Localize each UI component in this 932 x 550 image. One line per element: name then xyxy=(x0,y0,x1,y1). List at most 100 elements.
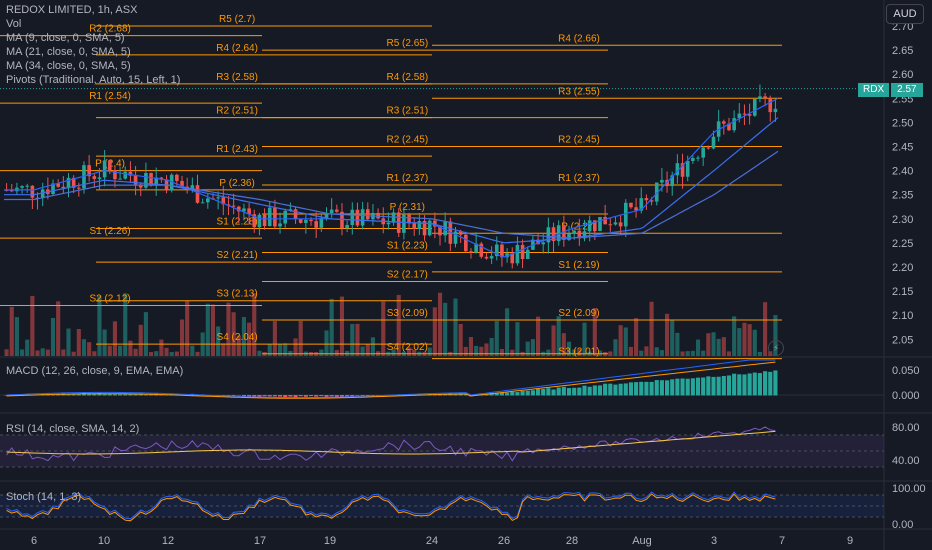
macd-histogram-bar xyxy=(664,380,670,396)
volume-bar xyxy=(644,346,649,356)
macd-histogram-bar xyxy=(107,393,112,396)
legend-ma9[interactable]: MA (9, close, 0, SMA, 5) xyxy=(6,32,125,44)
candle-body xyxy=(422,220,427,236)
price-badge: RDX 2.57 xyxy=(858,83,923,97)
volume-bar xyxy=(690,350,695,356)
legend-vol[interactable]: Vol xyxy=(6,18,22,30)
macd-histogram-bar xyxy=(76,393,81,396)
macd-histogram-bar xyxy=(706,376,711,396)
candle-body xyxy=(639,198,644,211)
macd-histogram-bar xyxy=(123,394,128,396)
volume-bar xyxy=(396,294,401,356)
legend-rsi[interactable]: RSI (14, close, SMA, 14, 2) xyxy=(6,423,140,435)
pivot-label: R3 (2.55) xyxy=(558,86,600,97)
candle-body xyxy=(56,183,60,187)
candle-body xyxy=(40,189,45,199)
volume-bar xyxy=(19,349,25,356)
volume-bar xyxy=(71,351,76,356)
macd-histogram-bar xyxy=(690,378,695,396)
macd-pane xyxy=(0,359,884,399)
volume-bar xyxy=(566,341,572,356)
candle-body xyxy=(556,225,561,242)
candle-body xyxy=(536,239,540,245)
macd-histogram-bar xyxy=(551,389,556,396)
pivot-label: R1 (2.37) xyxy=(386,173,428,184)
candle-body xyxy=(169,174,174,191)
macd-histogram-bar xyxy=(639,381,644,396)
volume-bar xyxy=(138,324,143,356)
volume-bar xyxy=(252,293,257,356)
candle-body xyxy=(763,96,767,99)
volume-bar xyxy=(107,345,112,356)
macd-histogram-bar xyxy=(283,395,288,398)
macd-histogram-bar xyxy=(587,386,592,396)
macd-histogram-bar xyxy=(247,395,252,398)
candle-body xyxy=(340,211,344,229)
macd-histogram-bar xyxy=(128,393,133,396)
candle-body xyxy=(123,171,128,179)
indicator-axis-label: 80.00 xyxy=(892,422,920,434)
legend-stoch[interactable]: Stoch (14, 1, 3) xyxy=(6,491,82,503)
legend-macd[interactable]: MACD (12, 26, close, 9, EMA, EMA) xyxy=(6,365,184,377)
macd-histogram-bar xyxy=(308,395,314,397)
candle-body xyxy=(221,197,226,205)
candle-body xyxy=(365,209,370,220)
pivot-label: S2 (2.12) xyxy=(89,294,130,305)
macd-histogram-bar xyxy=(92,393,97,396)
volume-bar xyxy=(556,316,561,356)
volume-bar xyxy=(649,301,654,356)
pivot-label: R1 (2.43) xyxy=(216,144,258,155)
macd-histogram-bar xyxy=(530,390,535,396)
indicator-axis-label: 0.050 xyxy=(892,365,920,377)
macd-histogram-bar xyxy=(112,394,118,396)
time-axis-label: 9 xyxy=(847,535,853,547)
candle-body xyxy=(92,176,97,179)
volume-bar xyxy=(195,351,200,356)
candle-body xyxy=(360,209,365,226)
volume-bar xyxy=(510,349,515,356)
macd-histogram-bar xyxy=(319,395,324,397)
macd-histogram-bar xyxy=(510,391,515,396)
macd-histogram-bar xyxy=(56,394,61,396)
candle-body xyxy=(319,217,324,228)
macd-histogram-bar xyxy=(314,395,319,397)
macd-histogram-bar xyxy=(231,395,236,397)
price-axis-label: 2.40 xyxy=(892,166,913,178)
price-axis-label: 2.45 xyxy=(892,142,913,154)
candle-body xyxy=(298,219,303,223)
pivot-label: R2 (2.51) xyxy=(216,106,258,117)
candle-body xyxy=(293,209,298,220)
volume-bar xyxy=(546,349,551,356)
legend-ma21[interactable]: MA (21, close, 0, SMA, 5) xyxy=(6,46,131,58)
lightning-icon[interactable]: ⚡ xyxy=(768,340,784,356)
volume-bar xyxy=(226,302,231,356)
volume-bar xyxy=(50,317,56,356)
macd-histogram-bar xyxy=(695,377,701,396)
indicator-axis-label: 0.00 xyxy=(892,519,913,531)
legend-pivots[interactable]: Pivots (Traditional, Auto, 15, Left, 1) xyxy=(6,74,181,86)
candle-body xyxy=(216,197,220,199)
candle-body xyxy=(324,213,329,218)
macd-histogram-bar xyxy=(345,395,350,397)
candle-body xyxy=(489,256,494,259)
volume-bar xyxy=(659,350,664,356)
legend-ma34[interactable]: MA (34, close, 0, SMA, 5) xyxy=(6,60,131,72)
macd-histogram-bar xyxy=(572,387,577,396)
candle-body xyxy=(685,160,690,177)
volume-bar xyxy=(634,318,639,356)
macd-histogram-bar xyxy=(148,394,154,396)
macd-histogram-bar xyxy=(350,395,355,397)
volume-bar xyxy=(551,325,556,356)
macd-histogram-bar xyxy=(634,382,639,396)
macd-histogram-bar xyxy=(773,370,778,396)
candle-body xyxy=(613,222,618,225)
volume-bar xyxy=(185,300,190,356)
candle-body xyxy=(752,98,757,116)
candle-body xyxy=(20,186,24,188)
candle-body xyxy=(742,113,747,115)
candle-body xyxy=(118,178,122,180)
currency-button[interactable]: AUD xyxy=(886,4,924,24)
candle-body xyxy=(195,185,200,203)
candle-body xyxy=(51,183,55,195)
